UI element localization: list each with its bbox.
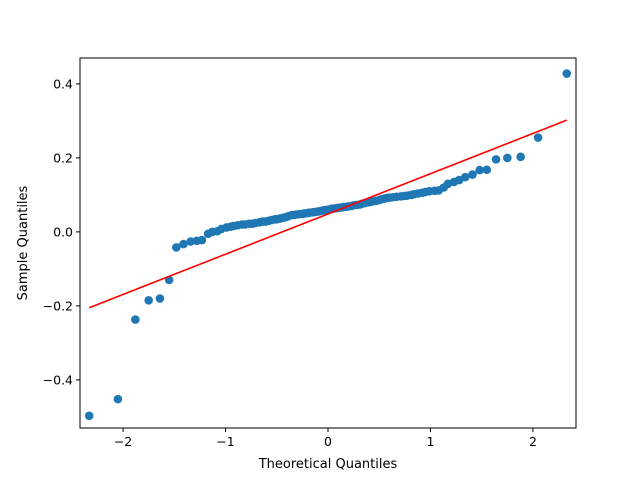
data-point [197, 235, 207, 245]
y-tick-label: 0.0 [53, 224, 73, 239]
axes-frame [79, 57, 577, 429]
x-axis-ticks: −2 −1 0 1 2 [114, 428, 537, 449]
data-point [562, 69, 572, 78]
x-tick-label: 2 [529, 434, 537, 449]
y-tick-label: 0.4 [53, 76, 73, 91]
data-point [516, 152, 525, 162]
y-tick-label: 0.2 [53, 150, 73, 165]
data-point [482, 165, 492, 175]
reference-line [88, 119, 568, 309]
y-axis-ticks: −0.4 −0.2 0.0 0.2 0.4 [43, 76, 80, 387]
y-tick-label: −0.2 [43, 298, 73, 313]
data-point [113, 394, 123, 404]
x-tick-label: 0 [324, 434, 332, 449]
x-tick-label: −1 [216, 434, 234, 449]
x-tick-label: 1 [427, 434, 435, 449]
plot-area [79, 57, 577, 429]
y-axis-label: Sample Quantiles [16, 185, 31, 300]
data-point [131, 315, 140, 324]
data-point [155, 294, 165, 303]
data-point [179, 239, 188, 249]
x-axis-label: Theoretical Quantiles [258, 457, 398, 472]
data-point [475, 165, 484, 175]
y-tick-label: −0.4 [43, 372, 73, 387]
data-point [172, 243, 181, 252]
data-point [84, 411, 94, 421]
data-points [84, 69, 572, 421]
data-point [461, 172, 470, 182]
data-point [491, 155, 501, 164]
data-point [503, 153, 512, 163]
x-tick-label: −2 [114, 434, 132, 449]
data-point [144, 296, 153, 305]
data-point [468, 170, 477, 179]
data-point [533, 133, 543, 142]
